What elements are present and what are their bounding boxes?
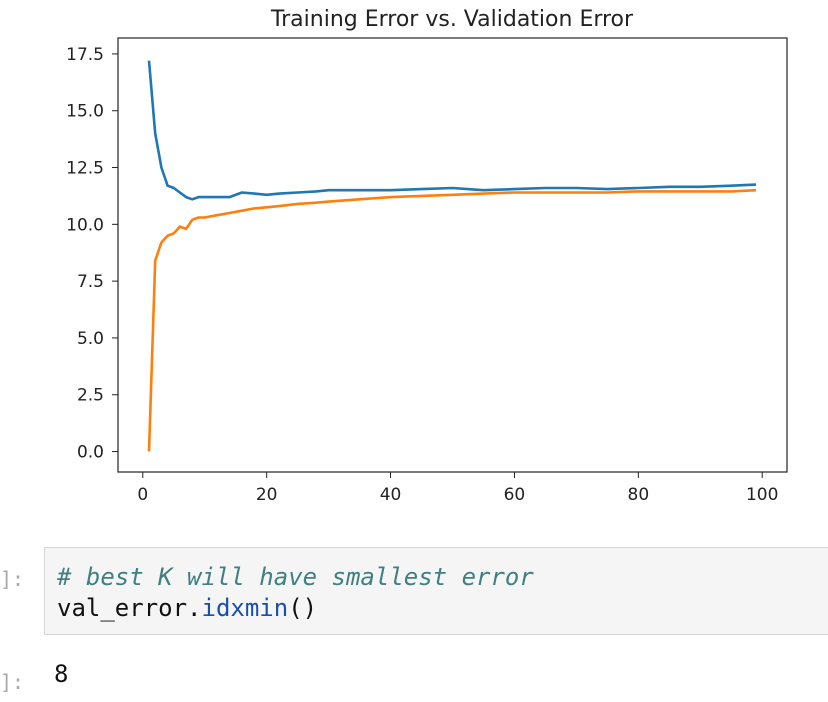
x-tick-label: 60 xyxy=(504,485,526,505)
y-tick-label: 7.5 xyxy=(77,272,104,292)
output-prompt: ]: xyxy=(0,670,25,694)
plot-frame xyxy=(117,37,788,473)
code-object: val_error. xyxy=(57,594,202,622)
y-tick-label: 2.5 xyxy=(77,386,104,406)
x-tick-label: 40 xyxy=(380,485,402,505)
y-tick-label: 12.5 xyxy=(66,159,104,179)
code-comment: # best K will have smallest error xyxy=(57,563,534,591)
x-tick-label: 20 xyxy=(256,485,278,505)
y-tick-label: 10.0 xyxy=(66,215,104,235)
line-chart: Training Error vs. Validation Error 0 20 4… xyxy=(66,7,788,505)
x-tick-label: 0 xyxy=(137,485,148,505)
series-line-2 xyxy=(147,188,757,452)
code-parens: () xyxy=(288,594,318,622)
output-value: 8 xyxy=(54,660,69,688)
series-line-1 xyxy=(147,60,757,201)
y-tick-label: 15.0 xyxy=(66,102,104,122)
code-cell[interactable]: # best K will have smallest error val_er… xyxy=(44,547,828,635)
y-tick-label: 0.0 xyxy=(77,443,104,463)
y-tick-label: 17.5 xyxy=(66,45,104,65)
chart-title: Training Error vs. Validation Error xyxy=(270,7,634,32)
x-tick-label: 80 xyxy=(628,485,650,505)
y-tick-label: 5.0 xyxy=(77,329,104,349)
input-prompt: ]: xyxy=(0,567,25,591)
x-tick-label: 100 xyxy=(746,485,778,505)
code-method: idxmin xyxy=(201,594,289,622)
